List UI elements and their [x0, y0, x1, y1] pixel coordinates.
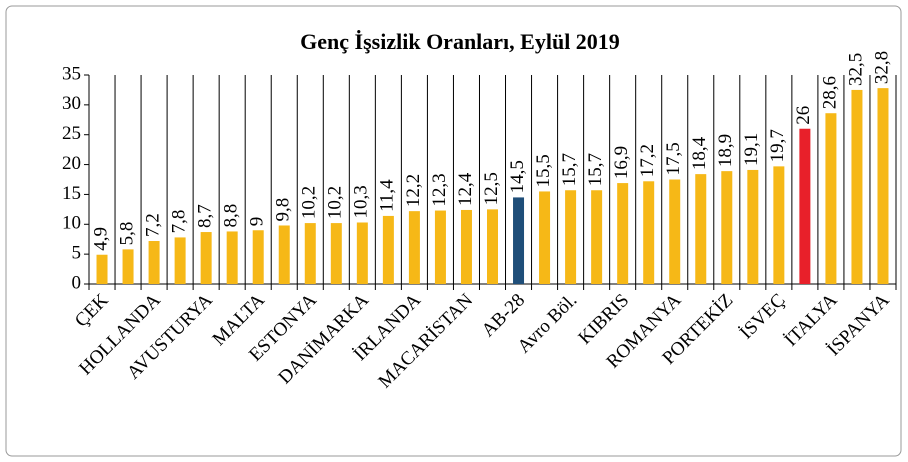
data-label: 17,5 [663, 142, 684, 175]
bar [825, 113, 837, 285]
bar [799, 128, 811, 284]
data-label: 28,6 [819, 76, 840, 109]
bar [96, 254, 108, 284]
y-tick-label: 0 [72, 272, 82, 293]
bar [174, 237, 186, 284]
bar [252, 230, 264, 284]
bar [565, 190, 577, 284]
data-label: 18,9 [715, 134, 736, 167]
data-label: 11,4 [377, 179, 398, 212]
data-label: 8,7 [195, 204, 216, 228]
data-label: 7,2 [142, 213, 163, 237]
y-tick-label: 20 [62, 153, 81, 174]
bar [122, 249, 134, 284]
bar [695, 174, 707, 284]
bar [877, 88, 889, 284]
bar [513, 197, 525, 284]
chart-title: Genç İşsizlik Oranları, Eylül 2019 [300, 29, 620, 54]
bar [747, 169, 759, 284]
data-label: 19,7 [767, 129, 788, 162]
bar [539, 191, 551, 284]
y-tick-label: 15 [62, 183, 81, 204]
y-tick-label: 35 [62, 63, 81, 84]
y-tick-label: 5 [72, 243, 82, 264]
data-label: 12,4 [455, 172, 476, 206]
bar [460, 209, 472, 284]
data-label: 15,7 [585, 153, 606, 186]
bar [617, 183, 629, 284]
bar [356, 222, 368, 284]
data-label: 14,5 [507, 160, 528, 193]
data-label: 7,8 [168, 210, 189, 234]
data-label: 8,8 [221, 204, 242, 228]
bar [773, 166, 785, 284]
data-label: 17,2 [637, 144, 658, 177]
data-label: 4,9 [90, 227, 111, 251]
data-label: 32,8 [871, 51, 892, 84]
data-label: 18,4 [689, 136, 710, 170]
data-label: 5,8 [116, 222, 137, 246]
bar [591, 190, 603, 284]
bar [851, 89, 863, 284]
y-tick-label: 10 [62, 213, 81, 234]
data-label: 15,7 [559, 153, 580, 186]
bar [434, 210, 446, 284]
data-label: 26 [793, 106, 814, 125]
bar [382, 215, 394, 284]
bar [721, 171, 733, 284]
bar [200, 232, 212, 284]
y-tick-label: 25 [62, 123, 81, 144]
data-label: 10,2 [325, 186, 346, 219]
data-label: 12,5 [481, 172, 502, 205]
data-label: 12,2 [403, 174, 424, 207]
bar [408, 211, 420, 284]
data-label: 9 [247, 217, 268, 227]
bar [226, 231, 238, 284]
bar [278, 225, 290, 284]
data-label: 19,1 [741, 133, 762, 166]
y-tick-label: 30 [62, 93, 81, 114]
data-label: 10,2 [299, 186, 320, 219]
data-label: 16,9 [611, 146, 632, 179]
data-label: 9,8 [273, 198, 294, 222]
data-label: 15,5 [533, 154, 554, 187]
bar [643, 181, 655, 284]
data-label: 10,3 [351, 185, 372, 218]
bar [304, 223, 316, 284]
bar [330, 223, 342, 284]
data-label: 32,5 [845, 53, 866, 86]
bar [669, 179, 681, 284]
data-label: 12,3 [429, 173, 450, 206]
bar [487, 209, 498, 284]
bar [148, 241, 160, 284]
